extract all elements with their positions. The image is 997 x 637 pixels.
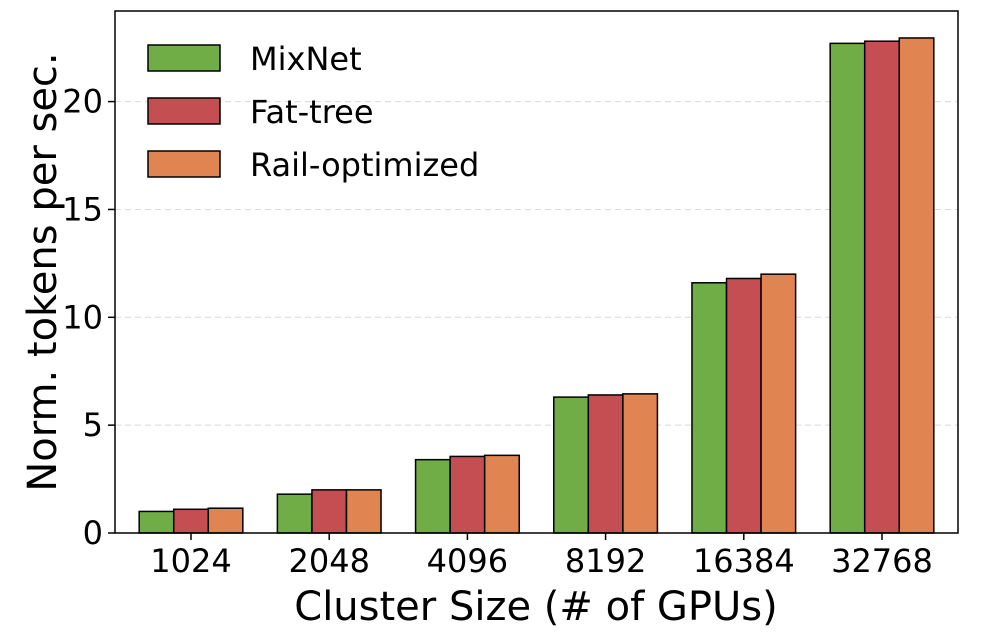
y-tick-label: 15 — [62, 190, 103, 228]
y-tick-label: 10 — [62, 298, 103, 336]
x-tick-label: 8192 — [565, 542, 646, 580]
y-axis-ticks: 0 5 10 15 20 — [62, 83, 115, 552]
bar-mixnet-8192 — [553, 396, 590, 534]
legend-swatch — [147, 44, 221, 72]
bar-rail-optimized-4096 — [483, 454, 520, 534]
bar-fat-tree-4096 — [449, 455, 486, 534]
bar-mixnet-16384 — [691, 282, 728, 534]
legend-swatch — [147, 97, 221, 125]
bars — [138, 37, 935, 534]
y-tick-label: 0 — [83, 514, 103, 552]
x-axis-ticks: 1024 2048 4096 8192 16384 32768 — [150, 533, 933, 580]
x-axis-title: Cluster Size (# of GPUs) — [294, 584, 777, 630]
bar-rail-optimized-32768 — [898, 37, 935, 534]
x-tick-label: 1024 — [150, 542, 231, 580]
x-tick-label: 2048 — [288, 542, 369, 580]
legend-swatch — [147, 150, 221, 178]
bar-mixnet-4096 — [414, 458, 451, 534]
bar-fat-tree-32768 — [863, 40, 901, 534]
legend-label: MixNet — [250, 40, 362, 78]
grid-lines — [115, 101, 958, 426]
bar-mixnet-32768 — [829, 42, 866, 534]
legend: MixNet Fat-tree Rail-optimized — [147, 40, 479, 184]
bar-rail-optimized-2048 — [345, 489, 382, 534]
bar-fat-tree-2048 — [311, 489, 348, 534]
bar-fat-tree-1024 — [172, 508, 210, 534]
bar-fat-tree-16384 — [725, 277, 762, 534]
bar-mixnet-2048 — [276, 493, 313, 534]
y-axis-title: Norm. tokens per sec. — [20, 52, 66, 491]
x-tick-label: 32768 — [831, 542, 933, 580]
bar-rail-optimized-8192 — [622, 393, 659, 534]
x-tick-label: 16384 — [693, 542, 795, 580]
bar-fat-tree-8192 — [587, 394, 624, 534]
x-tick-label: 4096 — [427, 542, 508, 580]
bar-mixnet-1024 — [138, 510, 175, 534]
legend-label: Fat-tree — [250, 93, 374, 131]
legend-label: Rail-optimized — [250, 146, 479, 184]
plot-frame — [114, 10, 959, 534]
y-tick-label: 5 — [83, 406, 103, 444]
bar-rail-optimized-1024 — [207, 507, 244, 534]
bar-rail-optimized-16384 — [760, 273, 797, 534]
y-tick-label: 20 — [62, 83, 103, 121]
